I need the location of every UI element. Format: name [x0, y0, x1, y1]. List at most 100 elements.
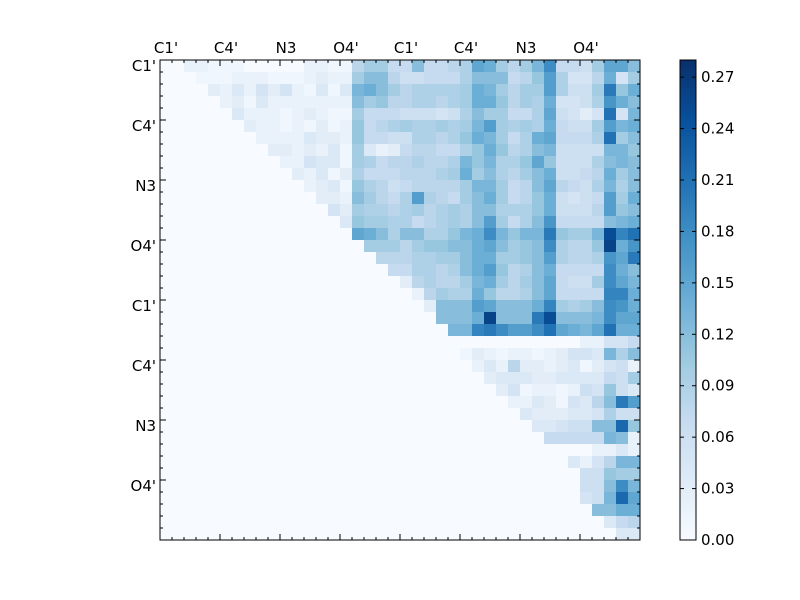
heatmap-cell	[316, 108, 329, 121]
heatmap-cell	[544, 468, 557, 481]
heatmap-cell	[364, 72, 377, 85]
heatmap-cell	[484, 516, 497, 529]
heatmap-cell	[532, 108, 545, 121]
heatmap-cell	[244, 360, 257, 373]
heatmap-cell	[496, 180, 509, 193]
heatmap-cell	[448, 96, 461, 109]
heatmap-cell	[280, 336, 293, 349]
x-tick-label: O4'	[573, 39, 598, 57]
heatmap-cell	[340, 60, 353, 73]
heatmap-cell	[592, 396, 605, 409]
heatmap-cell	[472, 96, 485, 109]
heatmap-cell	[364, 132, 377, 145]
heatmap-cell	[388, 252, 401, 265]
heatmap-cell	[412, 492, 425, 505]
heatmap-cell	[628, 300, 641, 313]
heatmap-cell	[364, 96, 377, 109]
heatmap-cell	[448, 372, 461, 385]
colorbar-segment	[680, 480, 696, 485]
heatmap-cell	[232, 276, 245, 289]
heatmap-cell	[412, 408, 425, 421]
colorbar-segment	[680, 300, 696, 305]
heatmap-cell	[568, 204, 581, 217]
heatmap-cell	[556, 60, 569, 73]
heatmap-cell	[352, 324, 365, 337]
heatmap-cell	[400, 108, 413, 121]
heatmap-cell	[592, 216, 605, 229]
heatmap-cell	[160, 60, 173, 73]
heatmap-cell	[412, 84, 425, 97]
heatmap-cell	[352, 252, 365, 265]
heatmap-cell	[304, 336, 317, 349]
colorbar-tick-label: 0.09	[701, 377, 734, 395]
heatmap-cell	[208, 276, 221, 289]
heatmap-cell	[412, 252, 425, 265]
heatmap-cell	[604, 84, 617, 97]
heatmap-cell	[484, 144, 497, 157]
heatmap-cell	[520, 492, 533, 505]
heatmap-cell	[400, 252, 413, 265]
heatmap-cell	[196, 192, 209, 205]
colorbar-segment	[680, 160, 696, 165]
heatmap-cell	[208, 324, 221, 337]
heatmap-cell	[304, 492, 317, 505]
heatmap-cell	[364, 60, 377, 73]
heatmap-cell	[280, 480, 293, 493]
heatmap-cell	[196, 360, 209, 373]
heatmap-cell	[412, 456, 425, 469]
heatmap-cell	[568, 396, 581, 409]
heatmap-cell	[520, 84, 533, 97]
heatmap-cell	[436, 204, 449, 217]
heatmap-cell	[244, 456, 257, 469]
heatmap-cell	[604, 276, 617, 289]
x-tick-label: N3	[516, 39, 537, 57]
heatmap-cell	[340, 132, 353, 145]
heatmap-cell	[532, 264, 545, 277]
heatmap-cell	[184, 132, 197, 145]
x-tick-label: C4'	[454, 39, 478, 57]
heatmap-cell	[592, 384, 605, 397]
heatmap-cell	[172, 384, 185, 397]
heatmap-cell	[484, 348, 497, 361]
heatmap-cell	[520, 348, 533, 361]
heatmap-cell	[364, 432, 377, 445]
heatmap-cell	[172, 288, 185, 301]
heatmap-cell	[460, 408, 473, 421]
heatmap-cell	[568, 360, 581, 373]
heatmap-cell	[448, 432, 461, 445]
heatmap-cell	[184, 168, 197, 181]
heatmap-cell	[472, 300, 485, 313]
heatmap-cell	[472, 264, 485, 277]
heatmap-cell	[172, 432, 185, 445]
heatmap-cell	[292, 72, 305, 85]
heatmap-cell	[376, 360, 389, 373]
heatmap-cell	[256, 144, 269, 157]
heatmap-cell	[496, 528, 509, 541]
heatmap-cell	[364, 228, 377, 241]
heatmap-cell	[556, 72, 569, 85]
heatmap-cell	[508, 168, 521, 181]
heatmap-cell	[448, 252, 461, 265]
heatmap-cell	[304, 144, 317, 157]
heatmap-cell	[568, 504, 581, 517]
y-tick-label: C4'	[132, 117, 156, 135]
heatmap-cell	[484, 456, 497, 469]
heatmap-cell	[604, 216, 617, 229]
heatmap-cell	[520, 288, 533, 301]
heatmap-cell	[244, 396, 257, 409]
heatmap-cell	[436, 312, 449, 325]
heatmap-cell	[280, 528, 293, 541]
heatmap-cell	[424, 468, 437, 481]
heatmap-cell	[628, 108, 641, 121]
heatmap-cell	[472, 528, 485, 541]
heatmap-cell	[208, 228, 221, 241]
heatmap-cell	[304, 300, 317, 313]
colorbar-segment	[680, 220, 696, 225]
heatmap-cell	[256, 432, 269, 445]
heatmap-cell	[472, 348, 485, 361]
heatmap-cell	[220, 384, 233, 397]
heatmap-cell	[388, 492, 401, 505]
heatmap-cell	[340, 144, 353, 157]
heatmap-cell	[580, 144, 593, 157]
colorbar-tick-label: 0.27	[701, 68, 734, 86]
